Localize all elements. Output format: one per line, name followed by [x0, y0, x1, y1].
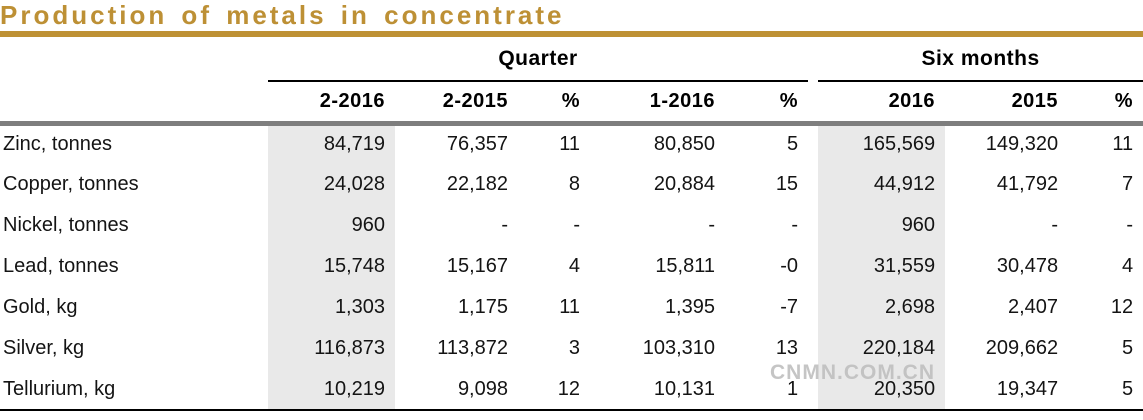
value-cell: 9,098 [395, 369, 518, 411]
value-cell: 80,850 [653, 133, 715, 156]
value-cell: 20,350 [818, 369, 946, 411]
title-underline-rule [0, 31, 1143, 37]
table-row-copper: Copper, tonnes 24,028 22,182 8 20,884 15… [0, 164, 1143, 205]
column-header-q2-2015: 2-2015 [395, 81, 518, 126]
group-header-spacer [808, 37, 818, 81]
spacer-cell [808, 287, 818, 328]
value-cell: 960 [268, 205, 395, 246]
column-header-6m-pct: % [1068, 81, 1143, 126]
value-cell: 209,662 [985, 337, 1059, 359]
value-cell: 31,559 [818, 246, 946, 287]
metal-name-cell: Nickel, tonnes [3, 214, 129, 236]
spacer-cell [808, 123, 818, 164]
spacer-cell [808, 164, 818, 205]
value-cell: 12 [518, 369, 590, 411]
value-cell: - [708, 214, 715, 236]
metal-name-cell: Zinc, tonnes [3, 133, 112, 156]
value-cell: 15 [775, 173, 799, 195]
value-cell: 116,873 [268, 328, 395, 369]
value-cell: 1,303 [268, 287, 395, 328]
value-cell: 7 [1121, 173, 1134, 195]
value-cell: 960 [818, 205, 946, 246]
value-cell: 165,569 [818, 123, 946, 164]
group-header-six-months: Six months [818, 37, 1143, 82]
column-header-metal [0, 81, 268, 126]
value-cell: 20,884 [653, 173, 715, 195]
value-cell: - [573, 214, 580, 236]
table-row-gold: Gold, kg 1,303 1,175 11 1,395 -7 2,698 2… [0, 287, 1143, 328]
spacer-cell [808, 246, 818, 287]
value-cell: 41,792 [996, 173, 1059, 195]
value-cell: 4 [1121, 255, 1134, 277]
table-row-nickel: Nickel, tonnes 960 - - - - 960 - - [0, 205, 1143, 246]
table-row-zinc: Zinc, tonnes 84,719 76,357 11 80,850 5 1… [0, 123, 1143, 164]
value-cell: -7 [780, 296, 799, 318]
value-cell: 11 [1112, 133, 1134, 156]
group-header-empty [0, 37, 268, 81]
value-cell: 12 [1110, 296, 1134, 318]
column-header-6m-2016: 2016 [818, 81, 946, 126]
column-group-header-row: Quarter Six months [0, 37, 1143, 82]
table-row-lead: Lead, tonnes 15,748 15,167 4 15,811 -0 3… [0, 246, 1143, 287]
metal-name-cell: Lead, tonnes [3, 255, 119, 277]
value-cell: 84,719 [268, 123, 395, 164]
table-row-silver: Silver, kg 116,873 113,872 3 103,310 13 … [0, 328, 1143, 369]
column-header-spacer [808, 81, 819, 126]
column-header-row: 2-2016 2-2015 % 1-2016 % 2016 2015 % [0, 81, 1143, 126]
spacer-cell [808, 328, 818, 369]
group-header-quarter: Quarter [268, 37, 809, 82]
value-cell: 149,320 [985, 133, 1059, 156]
value-cell: 5 [1068, 369, 1143, 411]
value-cell: 15,167 [446, 255, 508, 277]
value-cell: - [1051, 214, 1059, 236]
value-cell: 1,175 [457, 296, 508, 318]
production-table: Quarter Six months 2-2016 2-2015 % 1-201… [0, 37, 1143, 411]
value-cell: 76,357 [446, 133, 508, 156]
metal-name-cell: Silver, kg [3, 337, 85, 359]
value-cell: - [791, 214, 799, 236]
column-header-quarter-pct-1: % [518, 81, 590, 126]
value-cell: - [501, 214, 508, 236]
value-cell: -0 [780, 255, 799, 277]
value-cell: 1,395 [664, 296, 715, 318]
metal-name-cell: Copper, tonnes [3, 173, 139, 195]
value-cell: 11 [559, 133, 580, 156]
value-cell: 30,478 [996, 255, 1059, 277]
spacer-cell [808, 369, 819, 411]
column-header-q1-2016: 1-2016 [590, 81, 725, 126]
value-cell: 15,748 [268, 246, 395, 287]
value-cell: 10,131 [590, 369, 725, 411]
value-cell: 44,912 [818, 164, 946, 205]
metal-name-cell: Tellurium, kg [0, 369, 268, 411]
value-cell: 8 [568, 173, 580, 195]
value-cell: 1 [725, 369, 809, 411]
table-row-tellurium: Tellurium, kg 10,219 9,098 12 10,131 1 2… [0, 369, 1143, 411]
value-cell: 19,347 [945, 369, 1069, 411]
value-cell: - [1126, 214, 1134, 236]
value-cell: 3 [568, 337, 580, 359]
value-cell: 4 [568, 255, 580, 277]
spacer-cell [808, 205, 818, 246]
value-cell: 24,028 [268, 164, 395, 205]
value-cell: 15,811 [655, 255, 715, 277]
column-header-q2-2016: 2-2016 [268, 81, 395, 126]
value-cell: 22,182 [446, 173, 508, 195]
value-cell: 113,872 [437, 337, 508, 359]
value-cell: 220,184 [818, 328, 946, 369]
value-cell: 5 [1121, 337, 1134, 359]
column-header-quarter-pct-2: % [725, 81, 809, 126]
column-header-6m-2015: 2015 [945, 81, 1069, 126]
value-cell: 2,698 [818, 287, 946, 328]
page-title: Production of metals in concentrate [0, 0, 565, 30]
value-cell: 13 [775, 337, 799, 359]
value-cell: 11 [559, 296, 580, 318]
value-cell: 5 [786, 133, 799, 156]
value-cell: 2,407 [1008, 296, 1059, 318]
value-cell: 103,310 [642, 337, 715, 359]
metal-name-cell: Gold, kg [3, 296, 78, 318]
value-cell: 10,219 [268, 369, 395, 411]
